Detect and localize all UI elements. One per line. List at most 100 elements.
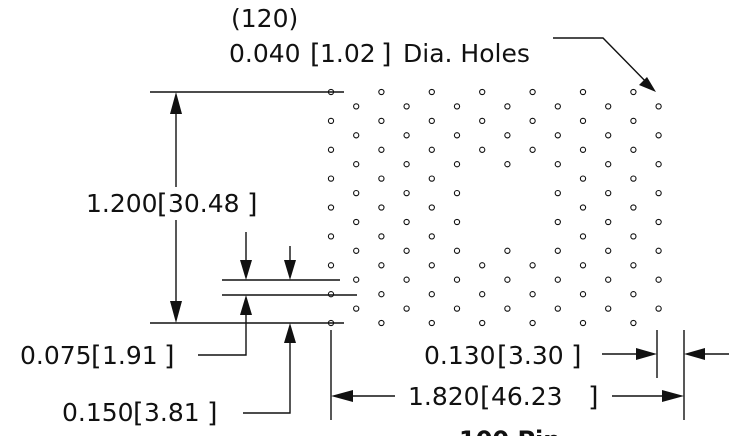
hole	[429, 89, 434, 94]
width-inch: 1.820	[408, 382, 480, 411]
hole	[656, 162, 661, 167]
hole	[580, 320, 585, 325]
hole	[606, 219, 611, 224]
hole	[631, 263, 636, 268]
hole	[429, 292, 434, 297]
hole	[480, 263, 485, 268]
hole	[379, 89, 384, 94]
hole	[454, 306, 459, 311]
hole	[480, 320, 485, 325]
hole	[379, 234, 384, 239]
hole	[505, 162, 510, 167]
hole	[530, 147, 535, 152]
hole	[555, 133, 560, 138]
height-dimension: 1.200 [ 30.48 ]	[86, 92, 344, 323]
bracket-open: [	[157, 189, 168, 220]
col-mm: 3.30	[508, 341, 564, 370]
hole	[530, 292, 535, 297]
hole	[656, 306, 661, 311]
height-arrow-bottom	[170, 301, 182, 323]
bracket-open: [	[480, 382, 491, 413]
hole	[404, 162, 409, 167]
hole	[429, 234, 434, 239]
hole	[631, 176, 636, 181]
hole	[631, 118, 636, 123]
hole	[404, 277, 409, 282]
hole	[555, 277, 560, 282]
hole	[354, 191, 359, 196]
hole	[429, 147, 434, 152]
offset-inch: 0.150	[62, 398, 134, 427]
hole	[631, 234, 636, 239]
hole-grid	[328, 89, 661, 325]
hole	[606, 277, 611, 282]
hole	[606, 162, 611, 167]
pitch-mm: 1.91	[102, 341, 158, 370]
hole-diameter-inch: 0.040	[229, 39, 301, 68]
hole	[454, 277, 459, 282]
col-inch: 0.130	[424, 341, 496, 370]
hole	[580, 118, 585, 123]
bracket-open: [	[133, 398, 144, 429]
hole	[454, 162, 459, 167]
row-offset-dimension: 0.150 [ 3.81 ]	[62, 246, 296, 429]
hole-count-text: (120)	[231, 4, 298, 33]
hole	[656, 133, 661, 138]
hole	[404, 248, 409, 253]
hole	[379, 176, 384, 181]
hole	[328, 263, 333, 268]
width-arrow-right	[662, 390, 684, 402]
bracket-open: [	[91, 341, 102, 372]
height-inch: 1.200	[86, 189, 158, 218]
hole	[354, 248, 359, 253]
hole	[505, 306, 510, 311]
hole	[379, 320, 384, 325]
hole	[379, 205, 384, 210]
bracket-open: [	[497, 341, 508, 372]
hole	[606, 248, 611, 253]
hole	[379, 263, 384, 268]
hole	[530, 118, 535, 123]
hole	[580, 147, 585, 152]
hole	[328, 292, 333, 297]
hole	[505, 104, 510, 109]
col-arrow-right	[684, 348, 705, 360]
hole	[505, 248, 510, 253]
offset-leader	[243, 341, 290, 413]
hole-leader-line	[553, 38, 652, 88]
height-arrow-top	[170, 92, 182, 114]
hole	[555, 162, 560, 167]
hole-leader-arrow	[639, 77, 656, 92]
hole	[555, 104, 560, 109]
hole	[606, 104, 611, 109]
hole	[656, 191, 661, 196]
hole	[454, 219, 459, 224]
hole	[404, 104, 409, 109]
hole	[656, 104, 661, 109]
hole	[454, 191, 459, 196]
hole	[429, 176, 434, 181]
hole	[354, 219, 359, 224]
hole	[328, 234, 333, 239]
hole	[606, 306, 611, 311]
hole	[328, 176, 333, 181]
hole	[404, 133, 409, 138]
hole	[404, 219, 409, 224]
hole	[530, 320, 535, 325]
hole	[580, 292, 585, 297]
hole	[379, 118, 384, 123]
hole	[656, 219, 661, 224]
hole-diameter-mm: 1.02	[320, 39, 376, 68]
hole	[555, 248, 560, 253]
bracket-open: [	[310, 39, 321, 70]
hole	[379, 147, 384, 152]
width-arrow-left	[331, 390, 353, 402]
hole	[379, 292, 384, 297]
hole	[656, 248, 661, 253]
hole	[580, 263, 585, 268]
bracket-close: ]	[247, 189, 258, 220]
hole	[580, 89, 585, 94]
hole	[404, 191, 409, 196]
hole	[454, 133, 459, 138]
